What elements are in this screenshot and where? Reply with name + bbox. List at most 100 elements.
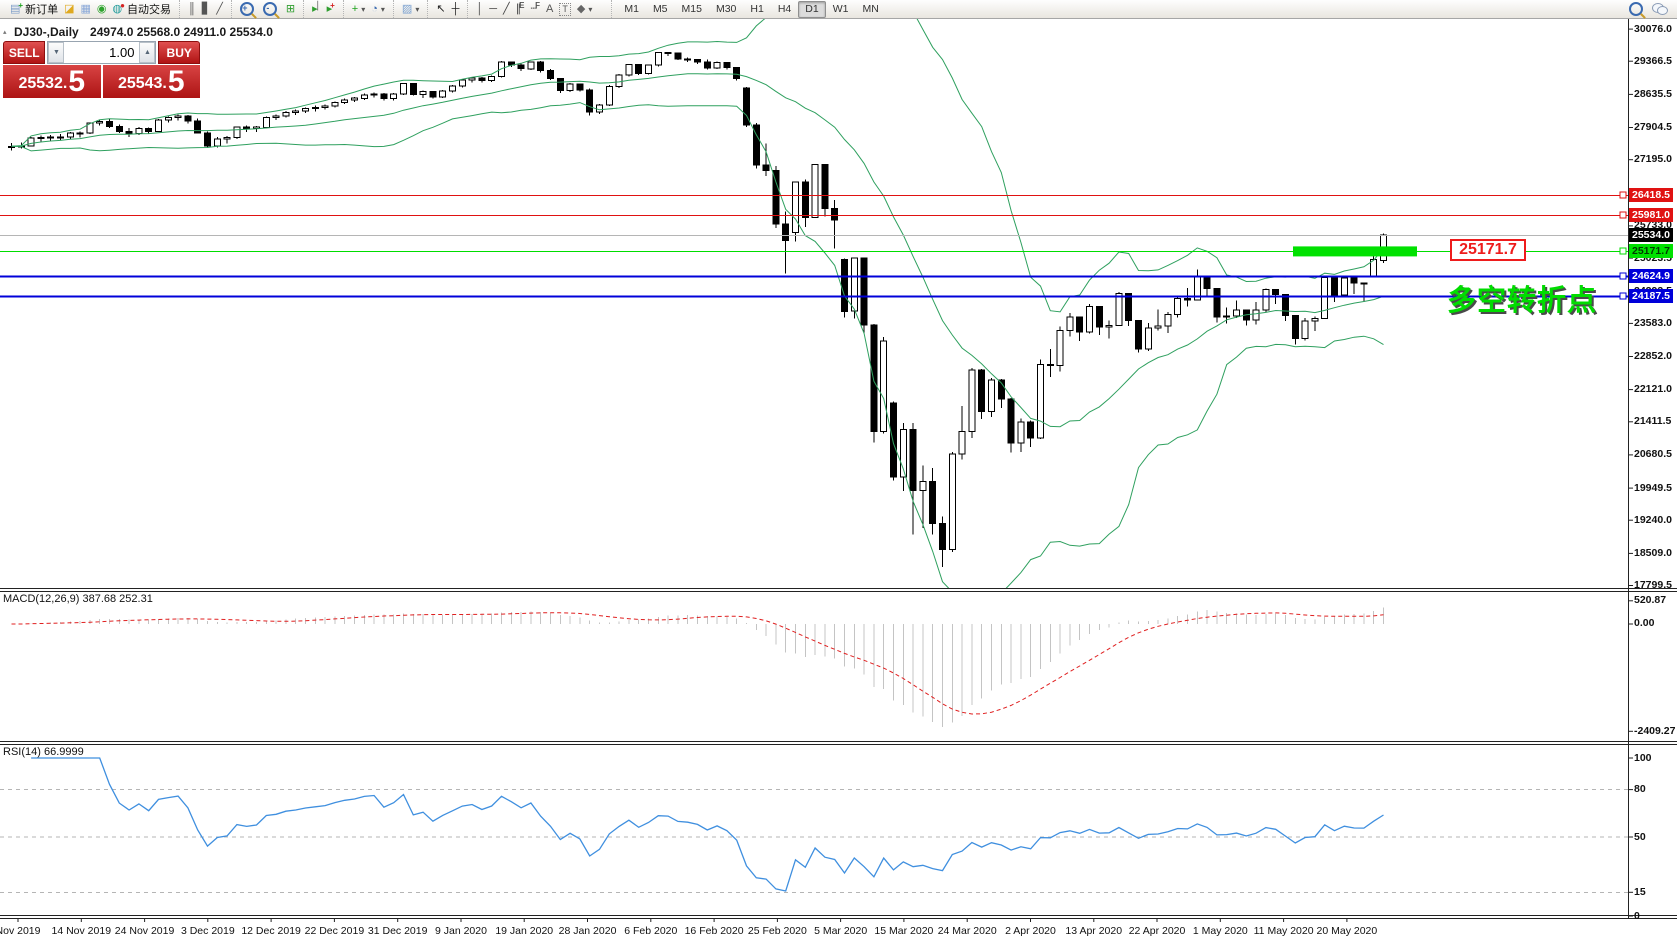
arrow-objects-button[interactable]: ◆ ▾ <box>574 1 595 17</box>
sell-price-main: 25532. <box>18 75 68 92</box>
chat-button[interactable] <box>1649 1 1675 17</box>
chart-shift-icon: ▸ <box>312 3 318 15</box>
bar-chart-mode-button[interactable]: ║ <box>185 1 199 17</box>
buy-price-main: 25543. <box>117 75 167 92</box>
highlighter-button[interactable]: ◪ <box>61 1 77 17</box>
text-button[interactable]: A <box>543 1 556 17</box>
arrow-objects-dropdown-icon: ▾ <box>588 4 593 14</box>
periods-dropdown-icon: ▾ <box>380 4 385 14</box>
add-indicator-button[interactable]: + ▾ <box>349 1 368 17</box>
auto-scroll-button[interactable]: ▸ + <box>324 1 338 17</box>
crosshair-button[interactable]: ┼ <box>449 1 463 17</box>
fibonacci-icon: ┄ <box>530 3 538 15</box>
buy-price-pips: 5 <box>167 65 185 98</box>
buy-button[interactable]: BUY <box>158 41 200 64</box>
volume-decrease-button[interactable]: ▼ <box>48 42 65 63</box>
timeframe-m1[interactable]: M1 <box>624 2 639 15</box>
timeframe-m30[interactable]: M30 <box>715 2 737 15</box>
equidistant-channel-icon: ∥ <box>515 3 522 15</box>
vertical-line-button[interactable]: │ <box>473 1 486 17</box>
timeframe-h4[interactable]: H4 <box>777 2 792 15</box>
signals-button[interactable]: ◉ <box>94 1 110 17</box>
horizontal-line-icon: ─ <box>489 3 498 15</box>
crosshair-icon: ┼ <box>451 3 460 15</box>
rsi-indicator-label: RSI(14) 66.9999 <box>3 746 84 758</box>
autotrading-icon: ◍ <box>112 3 123 15</box>
fibonacci-button[interactable]: ┄ F <box>528 1 544 17</box>
templates-button[interactable]: ▨ ▾ <box>399 1 422 17</box>
annotation-price-label[interactable]: 25171.7 <box>1450 239 1526 261</box>
line-chart-mode-icon: ╱ <box>216 3 223 15</box>
search-button[interactable] <box>1626 1 1649 17</box>
volume-stepper: ▼ ▲ <box>47 41 157 64</box>
new-order-button[interactable]: ▤ + 新订单 <box>7 1 61 17</box>
line-chart-mode-button[interactable]: ╱ <box>213 1 226 17</box>
toolbar-right-group <box>1621 0 1677 18</box>
templates-icon: ▨ <box>401 3 413 15</box>
candlestick-mode-icon: ▋ <box>201 3 211 15</box>
macd-indicator-label: MACD(12,26,9) 387.68 252.31 <box>3 593 153 605</box>
zoom-in-button[interactable]: + <box>237 1 260 17</box>
timeframe-h1[interactable]: H1 <box>750 2 764 15</box>
vertical-line-icon: │ <box>476 3 484 15</box>
timeframe-group: M1 M5 M15 M30 H1 H4 D1 W1 MN <box>611 0 887 18</box>
zoom-out-button[interactable]: - <box>260 1 283 17</box>
symbol-title: DJ30-,Daily <box>14 25 79 39</box>
text-label-icon: T <box>559 2 571 16</box>
timeframe-m5[interactable]: M5 <box>652 2 668 15</box>
volume-input[interactable] <box>64 42 140 63</box>
sell-price[interactable]: 25532. 5 <box>3 65 101 98</box>
add-indicator-icon: + <box>351 3 359 15</box>
sell-button[interactable]: SELL <box>3 41 46 64</box>
chart-shift-button[interactable]: ▸ │ <box>309 1 324 17</box>
toolbar-group: + ▾ ◔ ▾ <box>342 0 390 18</box>
periods-icon: ◔ <box>371 3 378 15</box>
templates-dropdown-icon: ▾ <box>415 4 420 14</box>
new-order-badge-icon: + <box>18 1 24 10</box>
timeframe-w1[interactable]: W1 <box>832 2 849 15</box>
equidistant-channel-badge-icon: E <box>519 1 525 10</box>
timeframe-m15[interactable]: M15 <box>681 2 702 15</box>
candlestick-mode-button[interactable]: ▋ <box>199 1 213 17</box>
cursor-button[interactable]: ↖ <box>433 1 448 17</box>
autotrading-label: 自动交易 <box>126 4 171 16</box>
trendline-button[interactable]: ╱ <box>500 1 513 17</box>
periods-button[interactable]: ◔ ▾ <box>368 1 388 17</box>
toolbar-group: ▸ │ ▸ + <box>303 0 340 18</box>
highlighter-icon: ◪ <box>64 3 75 15</box>
arrow-objects-icon: ◆ <box>576 3 586 15</box>
toolbar-group: ↖ ┼ <box>427 0 464 18</box>
signals-icon: ◉ <box>96 3 107 15</box>
ohlc-values: 24974.0 25568.0 24911.0 25534.0 <box>90 25 273 39</box>
fibonacci-badge-icon: F <box>535 1 541 10</box>
bar-chart-mode-icon: ║ <box>187 3 196 15</box>
timeframe-mn[interactable]: MN <box>862 2 879 15</box>
auto-scroll-icon: ▸ <box>326 3 333 15</box>
chart-profiles-button[interactable]: ▦ <box>77 1 93 17</box>
text-icon: A <box>546 3 554 15</box>
volume-increase-button[interactable]: ▲ <box>139 42 156 63</box>
sell-price-pips: 5 <box>68 65 86 98</box>
buy-price[interactable]: 25543. 5 <box>102 65 200 98</box>
toolbar-group: ▤ + 新订单 ◪ ▦ ◉ ◍ ● 自动交易 <box>2 0 176 18</box>
chart-title: DJ30-,Daily 24974.0 25568.0 24911.0 2553… <box>14 25 273 39</box>
new-order-icon: ▤ <box>10 3 21 15</box>
annotation-cn-text[interactable]: 多空转折点 <box>1447 285 1598 317</box>
autotrading-button[interactable]: ◍ ● 自动交易 <box>110 1 174 17</box>
timeframe-d1[interactable]: D1 <box>798 0 826 18</box>
cursor-icon: ↖ <box>436 3 446 15</box>
text-label-button[interactable]: T <box>556 1 574 17</box>
horizontal-line-button[interactable]: ─ <box>486 1 500 17</box>
toolbar-group: ║ ▋ ╱ <box>178 0 228 18</box>
equidistant-channel-button[interactable]: ∥ E <box>513 1 528 17</box>
toolbar: ▤ + 新订单 ◪ ▦ ◉ ◍ ● 自动交易 ║ ▋ ╱ + - ⊞ ▸ │ ▸ + + ▾ ◔ ▾ ▨ ▾ ↖ ┼ │ ─ ╱ ∥ E ┄ F A… <box>0 0 1677 19</box>
chart-collapse-icon[interactable]: ▴ <box>3 29 7 36</box>
tile-windows-button[interactable]: ⊞ <box>283 1 298 17</box>
zoom-in-icon: + <box>239 2 254 16</box>
toolbar-group: │ ─ ╱ ∥ E ┄ F A T ◆ ▾ <box>467 0 597 18</box>
zoom-out-icon: - <box>262 2 277 16</box>
new-order-label: 新订单 <box>25 4 59 16</box>
add-indicator-dropdown-icon: ▾ <box>361 4 366 14</box>
